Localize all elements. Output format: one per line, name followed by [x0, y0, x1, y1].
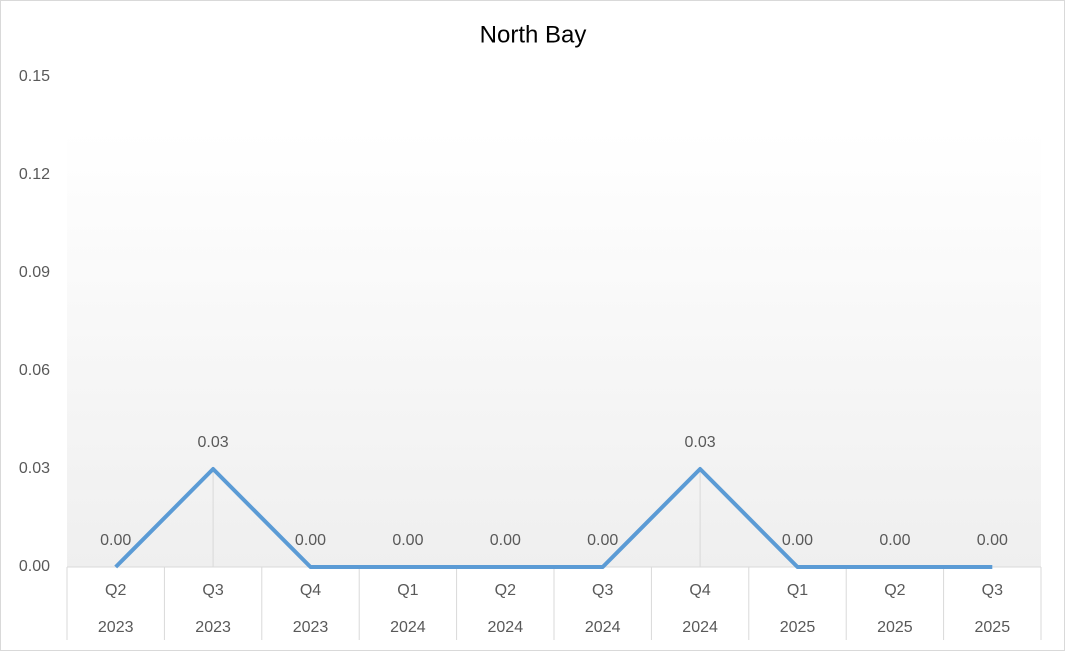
x-group-label: 2025 — [877, 619, 913, 636]
x-group-label: 2025 — [780, 619, 816, 636]
y-tick-label: 0.00 — [19, 558, 50, 575]
x-group-label: 2025 — [975, 619, 1011, 636]
y-tick-label: 0.15 — [19, 68, 50, 85]
data-label: 0.00 — [100, 532, 131, 549]
x-group-label: 2023 — [195, 619, 231, 636]
x-tick-label: Q3 — [592, 582, 613, 599]
data-label: 0.00 — [879, 532, 910, 549]
data-label: 0.00 — [392, 532, 423, 549]
y-tick-label: 0.06 — [19, 362, 50, 379]
x-tick-label: Q1 — [787, 582, 808, 599]
x-group-label: 2024 — [585, 619, 621, 636]
y-tick-label: 0.03 — [19, 460, 50, 477]
y-tick-label: 0.09 — [19, 264, 50, 281]
x-group-label: 2024 — [390, 619, 426, 636]
x-tick-label: Q2 — [495, 582, 516, 599]
data-label: 0.00 — [587, 532, 618, 549]
x-tick-label: Q3 — [202, 582, 223, 599]
data-label: 0.00 — [782, 532, 813, 549]
x-group-label: 2024 — [488, 619, 524, 636]
data-label: 0.00 — [977, 532, 1008, 549]
x-group-label: 2024 — [682, 619, 718, 636]
plot-background — [67, 130, 1041, 567]
line-series — [114, 467, 993, 569]
x-tick-label: Q2 — [884, 582, 905, 599]
x-tick-label: Q1 — [397, 582, 418, 599]
data-label: 0.00 — [490, 532, 521, 549]
x-tick-label: Q2 — [105, 582, 126, 599]
x-tick-label: Q4 — [689, 582, 710, 599]
x-tick-label: Q4 — [300, 582, 321, 599]
x-group-label: 2023 — [98, 619, 134, 636]
chart-title: North Bay — [480, 21, 587, 48]
data-label: 0.03 — [198, 434, 229, 451]
data-label: 0.00 — [295, 532, 326, 549]
x-group-label: 2023 — [293, 619, 329, 636]
y-tick-label: 0.12 — [19, 166, 50, 183]
data-label: 0.03 — [685, 434, 716, 451]
x-tick-label: Q3 — [982, 582, 1003, 599]
